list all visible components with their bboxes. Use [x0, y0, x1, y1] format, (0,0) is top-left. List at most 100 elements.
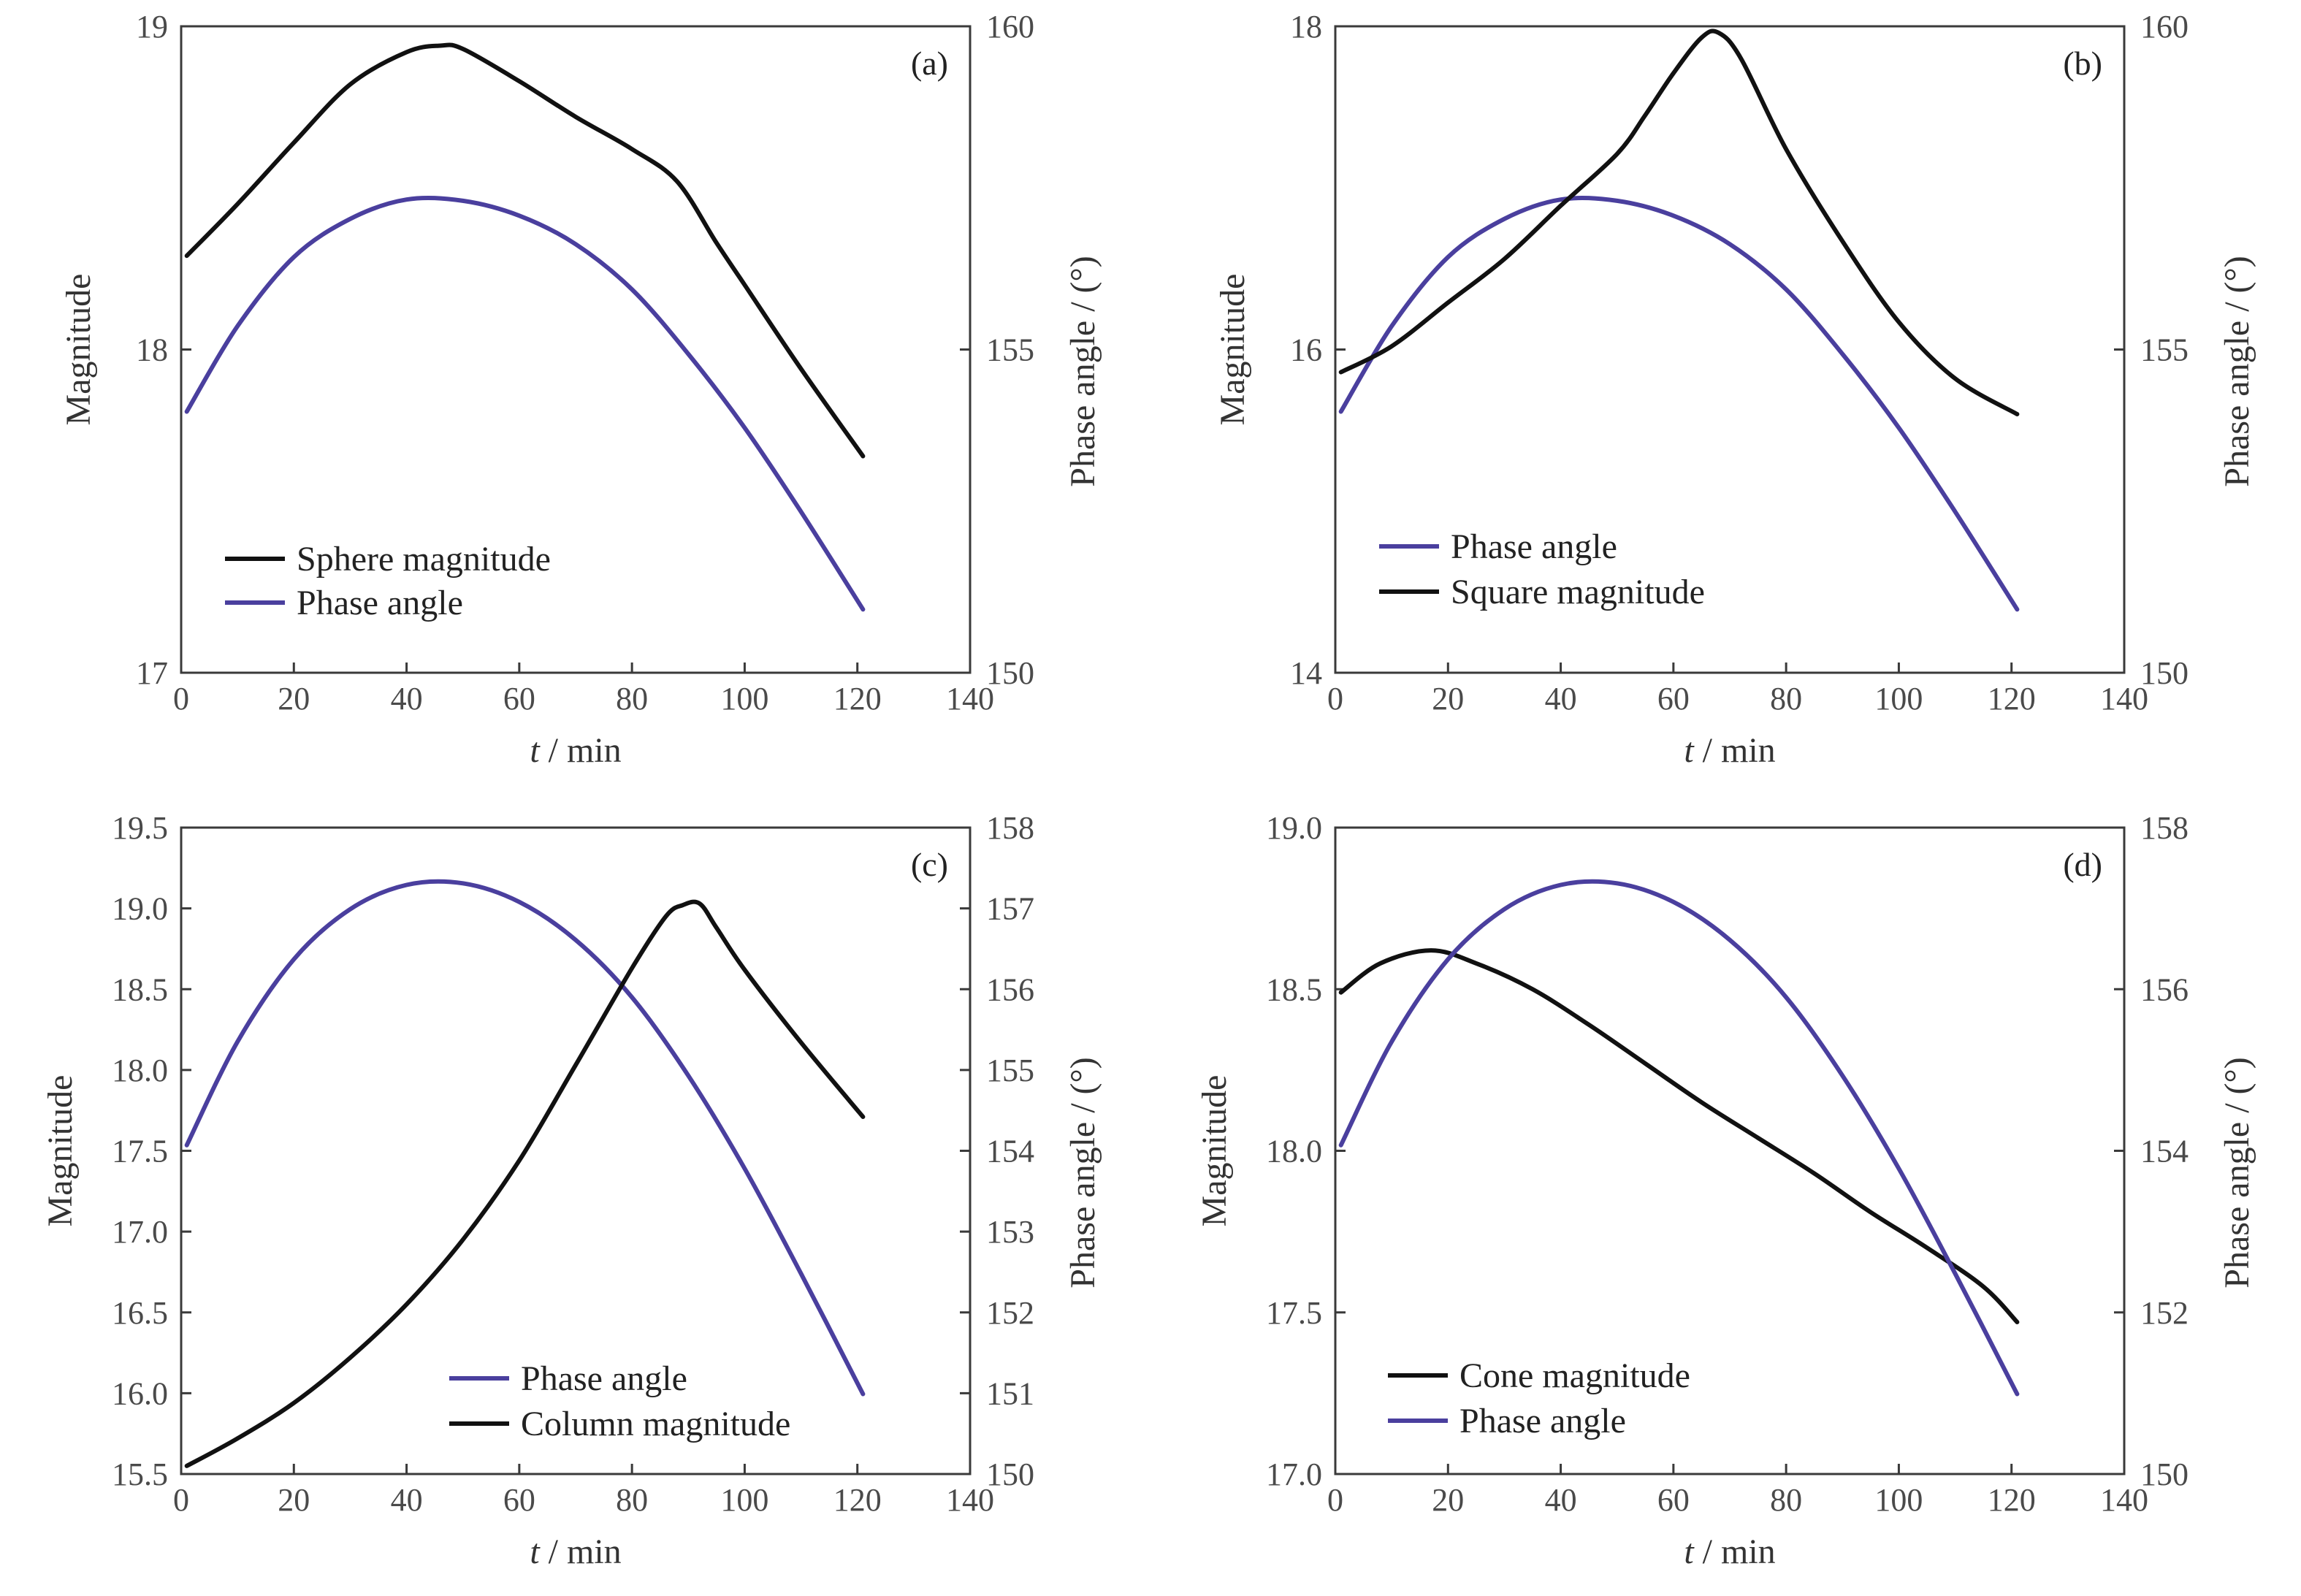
x-tick-label: 100	[1874, 681, 1923, 717]
x-tick-label: 0	[173, 681, 189, 717]
series-line-phase-angle	[184, 196, 866, 612]
x-axis-title: t / min	[530, 1532, 621, 1571]
y-right-tick-label: 152	[986, 1295, 1034, 1331]
y-right-tick-label: 158	[2140, 810, 2189, 846]
x-tick-label: 140	[946, 1482, 994, 1518]
x-tick-label: 80	[616, 1482, 648, 1518]
y-left-axis-title: Magnitude	[1195, 1075, 1234, 1227]
x-tick-label: 60	[503, 681, 535, 717]
y-left-tick-label: 18	[136, 332, 168, 368]
y-left-tick-label: 15.5	[112, 1456, 168, 1492]
y-left-tick-label: 19.0	[112, 891, 168, 927]
y-left-axis-title: Magnitude	[59, 274, 98, 426]
y-left-tick-label: 18.0	[112, 1053, 168, 1088]
legend-entry: Cone magnitude	[1459, 1356, 1690, 1395]
panel-label: (b)	[2063, 45, 2102, 82]
x-tick-label: 40	[391, 1482, 423, 1518]
y-left-tick-label: 16	[1290, 332, 1322, 368]
y-left-tick-label: 18.5	[1266, 971, 1322, 1007]
y-right-axis-title: Phase angle / (°)	[2218, 256, 2256, 486]
x-tick-label: 120	[833, 1482, 882, 1518]
y-left-axis-title: Magnitude	[1213, 274, 1252, 426]
y-right-tick-label: 158	[986, 810, 1034, 846]
x-axis-title: t / min	[1684, 1532, 1775, 1571]
x-tick-label: 40	[1545, 681, 1577, 717]
y-left-axis-title: Magnitude	[41, 1075, 80, 1227]
x-tick-label: 60	[1657, 1482, 1690, 1518]
chart-panel-2: 0 20 40 60 80 100 120 140 15.5 16.0 16.5 17.0 17.5 18…	[41, 810, 1102, 1571]
chart-panel-0: 0 20 40 60 80 100 120 140 17 18 19 150 155 160 t / min…	[59, 9, 1102, 770]
x-tick-label: 140	[2100, 1482, 2148, 1518]
y-right-axis-title: Phase angle / (°)	[2218, 1057, 2256, 1288]
y-right-tick-label: 150	[986, 1456, 1034, 1492]
y-right-tick-label: 154	[986, 1134, 1034, 1169]
series-line-phase-angle	[1338, 196, 2020, 612]
x-tick-label: 80	[616, 681, 648, 717]
y-left-tick-label: 18.0	[1266, 1134, 1322, 1169]
y-right-tick-label: 155	[986, 332, 1034, 368]
x-tick-label: 60	[503, 1482, 535, 1518]
series-line-column-magnitude	[184, 899, 866, 1468]
x-axis-title: t / min	[1684, 731, 1775, 770]
x-tick-label: 80	[1770, 681, 1802, 717]
legend-entry: Phase angle	[1459, 1402, 1626, 1440]
x-tick-label: 20	[278, 681, 310, 717]
x-tick-label: 20	[278, 1482, 310, 1518]
y-right-tick-label: 151	[986, 1375, 1034, 1411]
y-left-tick-label: 16.0	[112, 1375, 168, 1411]
x-tick-label: 20	[1432, 1482, 1464, 1518]
y-right-tick-label: 150	[2140, 1456, 2189, 1492]
y-left-tick-label: 17.0	[112, 1214, 168, 1250]
x-tick-label: 0	[1327, 681, 1343, 717]
x-tick-label: 0	[173, 1482, 189, 1518]
panel-label: (a)	[911, 45, 948, 82]
legend-entry: Column magnitude	[521, 1405, 790, 1443]
y-right-tick-label: 155	[2140, 332, 2189, 368]
panel-label: (d)	[2063, 846, 2102, 883]
y-left-tick-label: 18.5	[112, 971, 168, 1007]
y-left-tick-label: 17.5	[1266, 1295, 1322, 1331]
legend-entry: Phase angle	[521, 1359, 687, 1398]
y-right-tick-label: 152	[2140, 1295, 2189, 1331]
y-left-tick-label: 17.5	[112, 1134, 168, 1169]
legend-entry: Sphere magnitude	[297, 540, 551, 579]
y-left-tick-label: 17.0	[1266, 1456, 1322, 1492]
y-right-tick-label: 156	[986, 971, 1034, 1007]
y-right-tick-label: 150	[986, 655, 1034, 691]
x-tick-label: 100	[1874, 1482, 1923, 1518]
y-right-tick-label: 153	[986, 1214, 1034, 1250]
x-tick-label: 40	[391, 681, 423, 717]
y-right-tick-label: 160	[986, 9, 1034, 45]
x-tick-label: 120	[1988, 681, 2036, 717]
legend-entry: Phase angle	[297, 584, 463, 622]
y-left-tick-label: 18	[1290, 9, 1322, 45]
chart-panel-3: 0 20 40 60 80 100 120 140 17.0 17.5 18.0 18.5 19.0 15…	[1195, 810, 2256, 1571]
x-tick-label: 120	[1988, 1482, 2036, 1518]
x-tick-label: 120	[833, 681, 882, 717]
y-right-tick-label: 157	[986, 891, 1034, 927]
x-axis-title: t / min	[530, 731, 621, 770]
series-line-cone-magnitude	[1338, 948, 2020, 1324]
x-tick-label: 20	[1432, 681, 1464, 717]
series-line-square-magnitude	[1338, 28, 2020, 416]
legend-entry: Square magnitude	[1451, 573, 1705, 611]
x-tick-label: 40	[1545, 1482, 1577, 1518]
series-line-phase-angle	[1338, 879, 2020, 1397]
x-tick-label: 80	[1770, 1482, 1802, 1518]
y-left-tick-label: 19.5	[112, 810, 168, 846]
y-left-tick-label: 19	[136, 9, 168, 45]
y-left-tick-label: 17	[136, 655, 168, 691]
x-tick-label: 100	[720, 1482, 768, 1518]
y-left-tick-label: 14	[1290, 655, 1322, 691]
y-left-tick-label: 16.5	[112, 1295, 168, 1331]
y-right-tick-label: 154	[2140, 1134, 2189, 1169]
y-right-axis-title: Phase angle / (°)	[1064, 1057, 1102, 1288]
x-tick-label: 140	[946, 681, 994, 717]
y-right-tick-label: 156	[2140, 971, 2189, 1007]
series-line-phase-angle	[184, 879, 866, 1397]
legend-entry: Phase angle	[1451, 527, 1617, 566]
y-right-axis-title: Phase angle / (°)	[1064, 256, 1102, 486]
y-right-tick-label: 155	[986, 1053, 1034, 1088]
y-left-tick-label: 19.0	[1266, 810, 1322, 846]
